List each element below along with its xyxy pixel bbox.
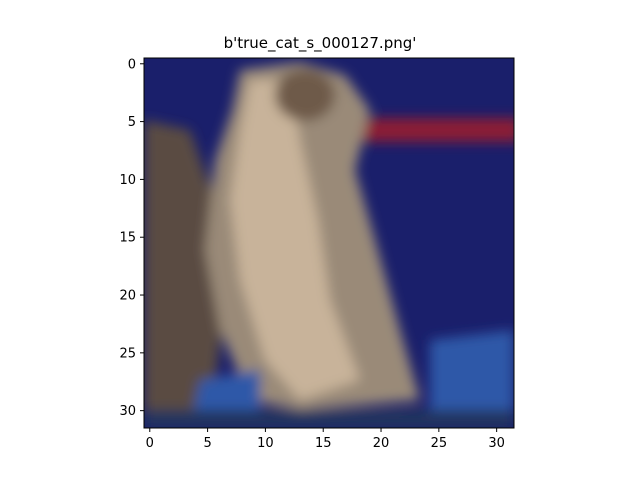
x-tick-label: 20: [373, 436, 390, 451]
figure-title: b'true_cat_s_000127.png': [223, 34, 417, 52]
x-tick-label: 5: [203, 436, 211, 451]
y-tick-label: 20: [119, 289, 136, 304]
y-tick-label: 30: [119, 404, 136, 419]
x-tick-label: 30: [488, 436, 505, 451]
cat-chest: [230, 80, 360, 400]
y-tick-label: 10: [119, 173, 136, 188]
y-tick-label: 15: [119, 231, 136, 246]
y-tick-label: 5: [128, 115, 136, 130]
x-tick-label: 25: [431, 436, 448, 451]
x-axis: 0 5 10 15 20 25 30: [146, 428, 505, 451]
x-tick-label: 15: [315, 436, 332, 451]
floor-right: [430, 330, 514, 428]
y-tick-label: 0: [128, 57, 136, 72]
x-tick-label: 0: [146, 436, 154, 451]
floor-bottom: [144, 410, 514, 428]
y-axis: 0 5 10 15 20 25 30: [119, 57, 144, 419]
red-stripe: [360, 118, 514, 142]
y-tick-label: 25: [119, 346, 136, 361]
left-object: [144, 120, 222, 420]
x-tick-label: 10: [257, 436, 274, 451]
cat-face: [275, 69, 335, 121]
image-area: [144, 58, 514, 428]
axes-frame: [143, 57, 515, 429]
